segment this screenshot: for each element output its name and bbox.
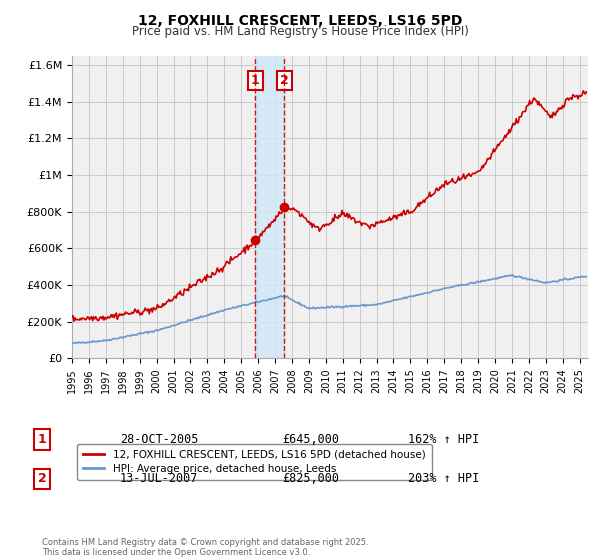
Text: £645,000: £645,000	[282, 433, 339, 446]
Text: 203% ↑ HPI: 203% ↑ HPI	[408, 472, 479, 486]
Text: 1: 1	[251, 74, 260, 87]
Text: Contains HM Land Registry data © Crown copyright and database right 2025.
This d: Contains HM Land Registry data © Crown c…	[42, 538, 368, 557]
Bar	[255, 56, 284, 358]
Text: 12, FOXHILL CRESCENT, LEEDS, LS16 5PD: 12, FOXHILL CRESCENT, LEEDS, LS16 5PD	[138, 14, 462, 28]
Text: £825,000: £825,000	[282, 472, 339, 486]
Text: 162% ↑ HPI: 162% ↑ HPI	[408, 433, 479, 446]
Text: 28-OCT-2005: 28-OCT-2005	[120, 433, 199, 446]
Text: Price paid vs. HM Land Registry's House Price Index (HPI): Price paid vs. HM Land Registry's House …	[131, 25, 469, 38]
Text: 2: 2	[280, 74, 289, 87]
Text: 1: 1	[38, 433, 46, 446]
Legend: 12, FOXHILL CRESCENT, LEEDS, LS16 5PD (detached house), HPI: Average price, deta: 12, FOXHILL CRESCENT, LEEDS, LS16 5PD (d…	[77, 444, 431, 480]
Text: 13-JUL-2007: 13-JUL-2007	[120, 472, 199, 486]
Text: 2: 2	[38, 472, 46, 486]
